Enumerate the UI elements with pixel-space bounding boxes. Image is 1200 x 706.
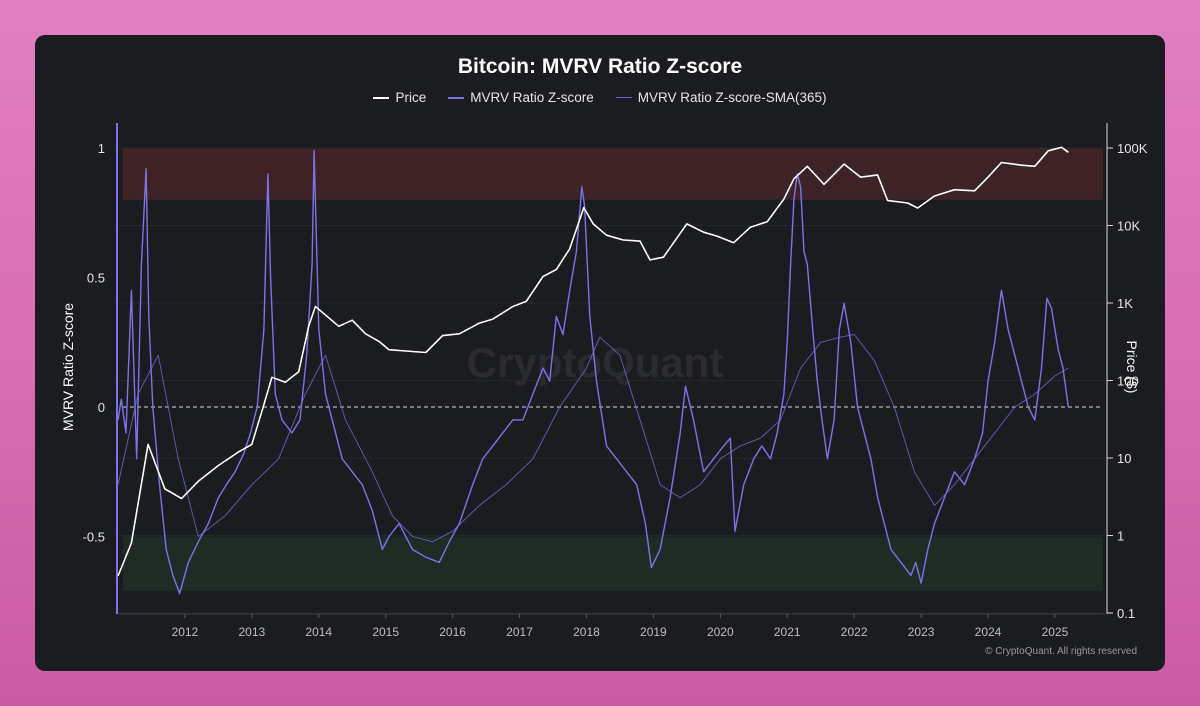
chart-title: Bitcoin: MVRV Ratio Z-score	[457, 55, 743, 78]
legend-label-zscore: MVRV Ratio Z-score	[470, 90, 594, 105]
chart-legend: Price MVRV Ratio Z-score MVRV Ratio Z-sc…	[35, 90, 1165, 105]
chart-card: Bitcoin: MVRV Ratio Z-score Price MVRV R…	[35, 35, 1165, 671]
band-overvalued	[123, 148, 1103, 200]
x-tick-label: 2016	[439, 625, 466, 639]
x-tick-label: 2018	[573, 625, 600, 639]
x-tick-label: 2015	[372, 625, 399, 639]
y-right-axis-title: Price ($)	[1124, 341, 1140, 394]
x-tick-label: 2017	[506, 625, 533, 639]
y-right-tick-label: 100K	[1117, 141, 1148, 156]
legend-label-sma: MVRV Ratio Z-score-SMA(365)	[637, 90, 827, 105]
legend-swatch-price	[373, 96, 390, 99]
legend-item-price[interactable]: Price	[373, 90, 426, 105]
series-line-price	[117, 146, 1069, 577]
y-left-tick-label: 0.5	[87, 271, 105, 286]
x-tick-label: 2024	[975, 625, 1002, 639]
y-right-tick-label: 10	[1117, 451, 1131, 466]
x-tick-label: 2013	[238, 625, 265, 639]
y-left-tick-label: 0	[98, 400, 105, 415]
y-right-tick-label: 1	[1117, 529, 1124, 544]
legend-item-sma[interactable]: MVRV Ratio Z-score-SMA(365)	[615, 90, 827, 105]
y-right-tick-label: 1K	[1117, 296, 1133, 311]
chart-plot-area: CryptoQuant10.50-0.5100K10K1K1001010.120…	[60, 123, 1148, 639]
y-right-tick-label: 100	[1117, 374, 1139, 389]
x-tick-label: 2020	[707, 625, 734, 639]
x-tick-label: 2014	[305, 625, 332, 639]
y-left-tick-label: 1	[98, 141, 105, 156]
x-tick-label: 2012	[172, 625, 199, 639]
legend-swatch-sma	[615, 97, 632, 98]
series-line-zscore	[117, 149, 1069, 595]
x-tick-label: 2022	[841, 625, 868, 639]
y-right-tick-label: 0.1	[1117, 606, 1135, 621]
x-tick-label: 2023	[908, 625, 935, 639]
legend-label-price: Price	[395, 90, 427, 105]
x-tick-label: 2021	[774, 625, 801, 639]
legend-swatch-zscore	[448, 96, 465, 99]
x-tick-label: 2025	[1042, 625, 1069, 639]
y-left-tick-label: -0.5	[83, 530, 105, 545]
copyright-text: © CryptoQuant. All rights reserved	[985, 646, 1137, 657]
x-tick-label: 2019	[640, 625, 667, 639]
y-left-axis-title: MVRV Ratio Z-score	[60, 303, 76, 431]
series-line-sma	[117, 334, 1069, 543]
y-right-tick-label: 10K	[1117, 219, 1140, 234]
legend-item-zscore[interactable]: MVRV Ratio Z-score	[448, 90, 594, 105]
band-undervalued	[123, 536, 1103, 591]
